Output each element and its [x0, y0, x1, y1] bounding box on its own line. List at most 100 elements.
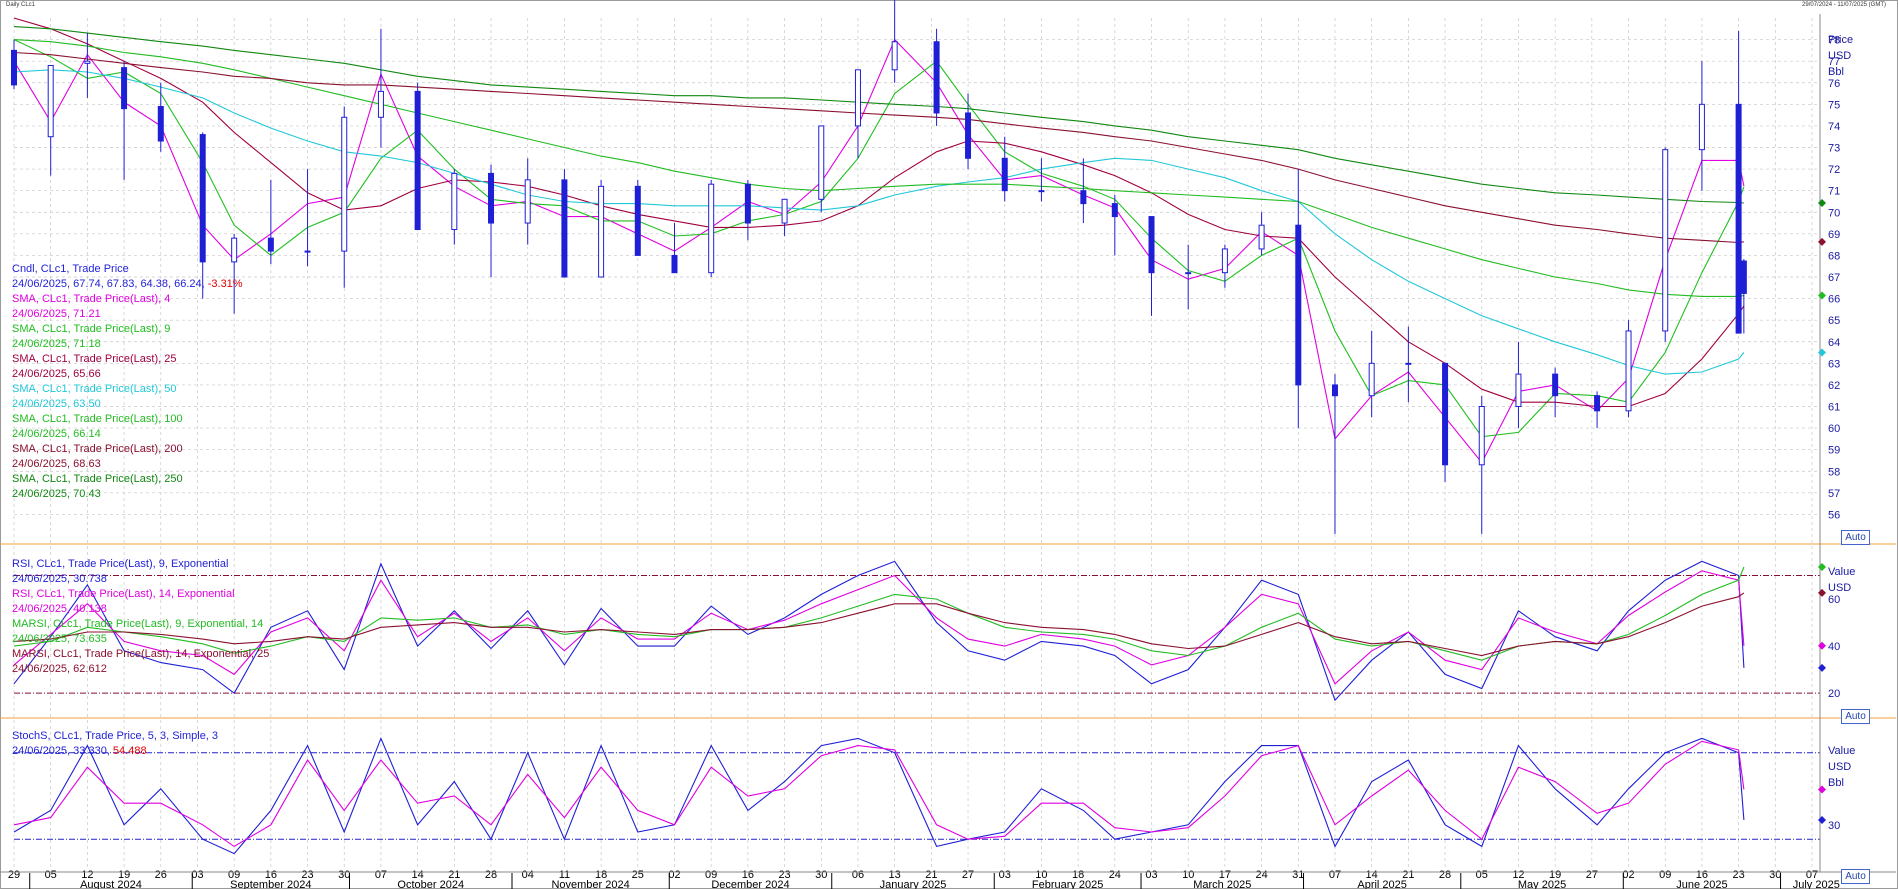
- rsi-marker: [1818, 588, 1826, 597]
- legend-title: SMA, CLc1, Trade Price(Last), 250: [12, 473, 183, 485]
- rsi-panel: [13, 560, 1820, 702]
- price-tick-label: 72: [1828, 164, 1840, 176]
- stoch-auto-button[interactable]: Auto: [1841, 869, 1870, 884]
- price-axis-title: Price USD Bbl: [1828, 32, 1853, 80]
- candle-body: [1221, 248, 1228, 274]
- legend-value: 24/06/2025, 62.612: [12, 662, 269, 677]
- candle-body: [1740, 260, 1747, 294]
- legend-value-text: 24/06/2025, 67.74, 67.83, 64.38, 66.24,: [12, 278, 205, 290]
- legend-value-text: 24/06/2025, 66.14: [12, 428, 101, 440]
- rsi-9-line: [13, 560, 1745, 702]
- price-tick-label: 58: [1828, 466, 1840, 478]
- x-month-label: October 2024: [397, 879, 464, 889]
- x-month-label: August 2024: [80, 879, 142, 889]
- legend-title: SMA, CLc1, Trade Price(Last), 100: [12, 413, 183, 425]
- x-month-label: November 2024: [551, 879, 629, 889]
- legend-title: RSI, CLc1, Trade Price(Last), 14, Expone…: [12, 588, 235, 600]
- candle-body: [488, 172, 495, 224]
- legend-value: 24/06/2025, 68.63: [12, 457, 243, 472]
- candle-body: [341, 116, 348, 252]
- candle-body: [708, 183, 715, 274]
- price-tick-label: 76: [1828, 78, 1840, 90]
- price-tick-label: 75: [1828, 99, 1840, 111]
- x-day-tick: 05: [1476, 869, 1488, 881]
- axis-title-line: USD: [1828, 761, 1852, 773]
- grid-lines: [13, 18, 1820, 868]
- x-day-tick: 27: [1586, 869, 1598, 881]
- price-panel: [11, 0, 1747, 534]
- candle-body: [304, 250, 311, 253]
- legend-value-text: 24/06/2025, 63.50: [12, 398, 101, 410]
- chart-header-right: 29/07/2024 - 11/07/2025 (GMT): [1802, 2, 1886, 8]
- x-axis: 29 05 12 19 26 03 09 16 23 30 07 14 21 28 04 11 18 25 02 09…: [0, 869, 1896, 889]
- legend-title: StochS, CLc1, Trade Price, 5, 3, Simple,…: [12, 730, 219, 742]
- legend-value-extra: -3.31%: [204, 278, 243, 290]
- rsi-legend: RSI, CLc1, Trade Price(Last), 9, Exponen…: [12, 557, 269, 677]
- candle-body: [1735, 103, 1742, 334]
- x-day-tick: 04: [522, 869, 534, 881]
- x-month-label: September 2024: [230, 879, 311, 889]
- stoch-marker: [1818, 816, 1826, 825]
- candle-body: [1185, 272, 1192, 275]
- candle-body: [1552, 373, 1559, 397]
- x-month-label: May 2025: [1518, 879, 1566, 889]
- price-tick-label: 70: [1828, 207, 1840, 219]
- legend-value-text: 24/06/2025, 30.738: [12, 573, 107, 585]
- rsi-auto-button[interactable]: Auto: [1841, 709, 1870, 724]
- candle-body: [1662, 149, 1669, 332]
- price-tick-label: 61: [1828, 402, 1840, 414]
- candle-body: [47, 64, 54, 138]
- price-tick-label: 60: [1828, 423, 1840, 435]
- stoch-d-line: [13, 740, 1745, 848]
- legend-value-text: 24/06/2025, 62.612: [12, 663, 107, 675]
- x-day-tick: 03: [191, 869, 203, 881]
- legend-value: 24/06/2025, 70.43: [12, 487, 243, 502]
- legend-title: SMA, CLc1, Trade Price(Last), 50: [12, 383, 177, 395]
- axis-title-line: Value: [1828, 745, 1856, 757]
- price-tick-label: 74: [1828, 121, 1840, 133]
- candle-body: [1625, 330, 1632, 412]
- sma-200-line: [13, 51, 1744, 244]
- legend-value-extra: 54.488: [109, 745, 147, 757]
- price-tick-label: 77: [1828, 56, 1840, 68]
- rsi-tick-label: 20: [1828, 688, 1840, 700]
- price-tick-label: 66: [1828, 294, 1840, 306]
- x-day-tick: 03: [1145, 869, 1157, 881]
- candle-body: [634, 185, 641, 256]
- price-auto-button[interactable]: Auto: [1841, 530, 1870, 545]
- x-day-tick: 03: [999, 869, 1011, 881]
- candle-body: [1442, 362, 1449, 466]
- rsi-marker: [1818, 663, 1826, 672]
- price-tick-label: 56: [1828, 509, 1840, 521]
- legend-value-text: 24/06/2025, 70.43: [12, 488, 101, 500]
- candle-body: [744, 183, 751, 224]
- legend-value-text: 24/06/2025, 33.330,: [12, 745, 110, 757]
- candle-body: [671, 254, 678, 274]
- legend-title: Cndl, CLc1, Trade Price: [12, 263, 129, 275]
- x-day-tick: 28: [485, 869, 497, 881]
- x-day-tick: 02: [668, 869, 680, 881]
- legend-value: 24/06/2025, 65.66: [12, 367, 243, 382]
- candle-body: [1295, 224, 1302, 386]
- price-tick-label: 78: [1828, 35, 1840, 47]
- legend-value: 24/06/2025, 71.18: [12, 337, 243, 352]
- axis-title-line: Price: [1828, 34, 1854, 46]
- legend-value-text: 24/06/2025, 71.18: [12, 338, 101, 350]
- candle-body: [891, 41, 898, 71]
- rsi-marker: [1818, 562, 1826, 571]
- candle-body: [933, 41, 940, 114]
- candle-body: [1331, 384, 1338, 397]
- legend-title: RSI, CLc1, Trade Price(Last), 9, Exponen…: [12, 558, 229, 570]
- candle-body: [524, 179, 531, 224]
- candle-body: [1368, 362, 1375, 397]
- price-tick-label: 71: [1828, 186, 1840, 198]
- x-day-tick: 06: [852, 869, 864, 881]
- stoch-panel: [13, 736, 1820, 855]
- x-day-tick: 30: [815, 869, 827, 881]
- x-month-label: July 2025: [1793, 879, 1840, 889]
- candle-body: [231, 237, 238, 263]
- price-marker: [1818, 198, 1826, 207]
- price-tick-label: 59: [1828, 445, 1840, 457]
